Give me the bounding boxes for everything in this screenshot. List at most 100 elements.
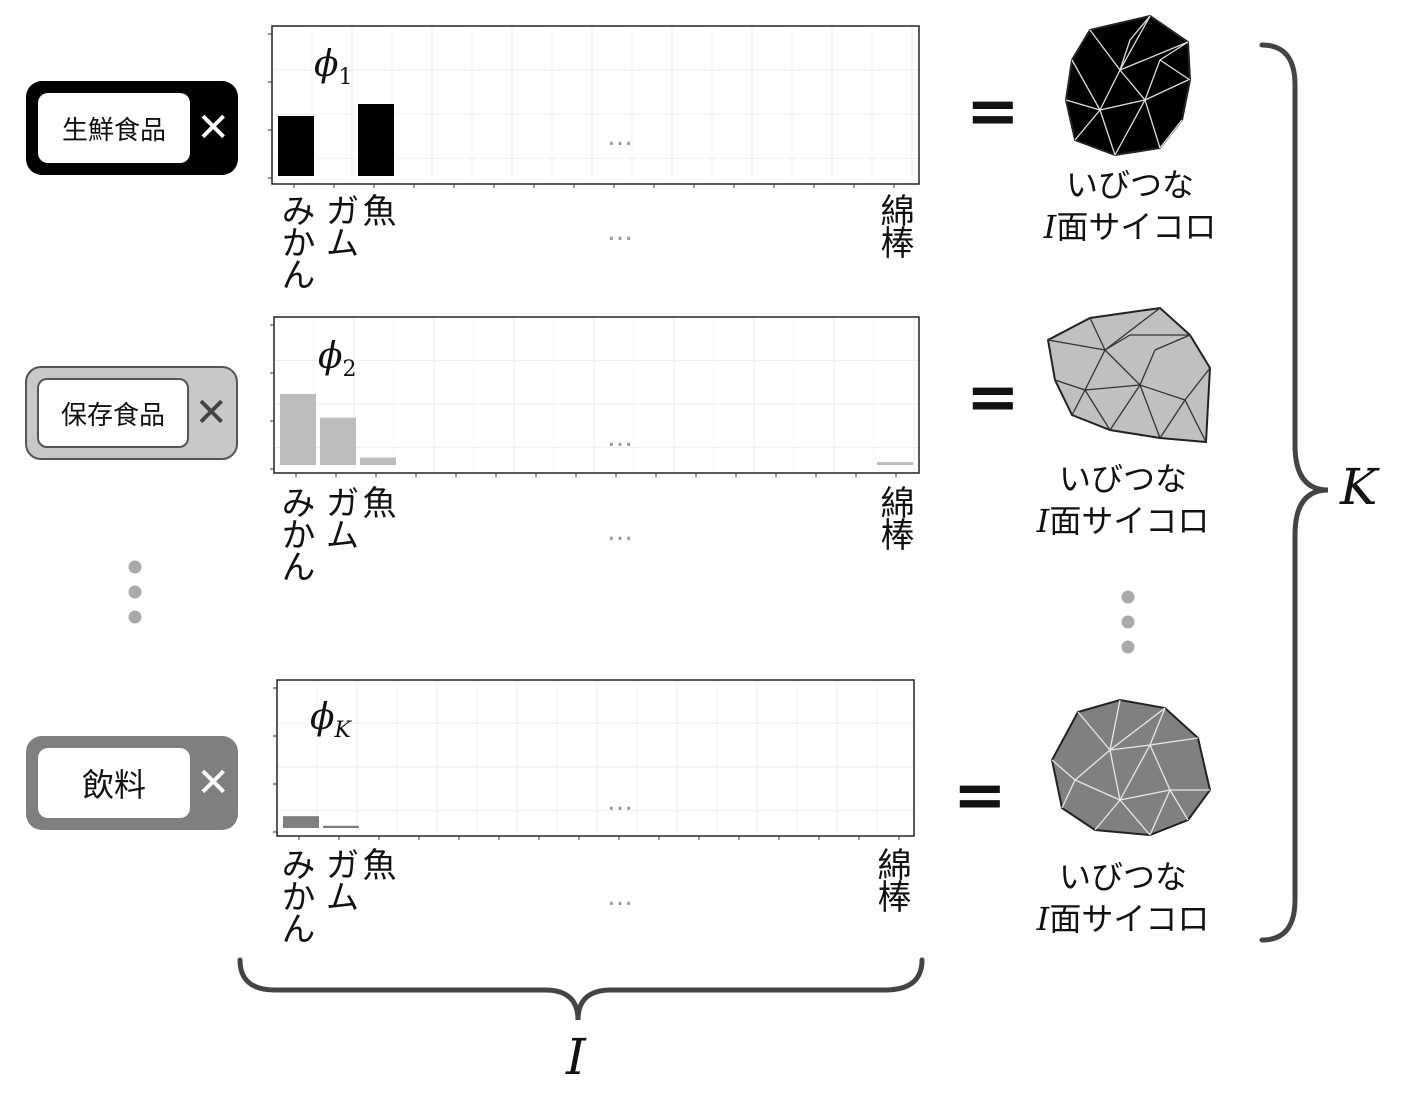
dice-shape-k	[1050, 698, 1212, 837]
dice-facet-edge	[1099, 99, 1146, 111]
dice-facet-edge	[1119, 39, 1131, 71]
item-label-mikan: みかん	[275, 847, 315, 943]
item-label-cotton-swab: 綿棒	[871, 847, 911, 911]
chart-ellipsis: …	[607, 122, 634, 152]
bar-みかん	[283, 816, 319, 828]
bar-ガム	[320, 417, 356, 465]
dice-facet-edge	[1154, 334, 1191, 351]
dice-facet-edge	[1119, 15, 1151, 71]
dice-facet-edge	[1071, 389, 1086, 416]
dice-facet-edge	[1104, 349, 1141, 386]
equals-sign: =	[966, 361, 1020, 435]
dice-facet-edge	[1159, 399, 1186, 439]
category-label-preserved: 保存食品	[37, 378, 189, 448]
dice-facet-edge	[1074, 749, 1111, 781]
phi-label-1: ϕ1	[314, 44, 353, 91]
item-label-mikan: みかん	[275, 193, 315, 289]
bar-綿棒	[877, 462, 913, 465]
dice-facet-edge	[1149, 737, 1199, 746]
dice-facet-edge	[1184, 367, 1211, 401]
dice-facet-edge	[1149, 707, 1166, 746]
dice-facet-edge	[1061, 779, 1076, 809]
item-label-fish: 魚	[356, 193, 396, 225]
item-label-gum: ガム	[319, 485, 359, 549]
dice-facet-edge	[1159, 119, 1183, 149]
dice-facet-edge	[1144, 59, 1161, 101]
dice-facet-edge	[1144, 79, 1189, 101]
multiply-icon: ✕	[194, 390, 228, 436]
dice-facet-edge	[1169, 789, 1189, 821]
dice-label-k: いびつな I面サイコロ	[1036, 858, 1210, 938]
dice-facet-edge	[1114, 99, 1146, 156]
dice-facet-edge	[1144, 99, 1161, 149]
dice-shape-2	[1046, 306, 1212, 444]
category-badge-drink: 飲料 ✕	[26, 736, 238, 830]
dice-facet-edge	[1051, 759, 1076, 781]
item-label-fish: 魚	[356, 847, 396, 879]
dice-facet-edge	[1109, 707, 1166, 751]
dice-facet-edge	[1084, 384, 1141, 391]
category-label-drink: 飲料	[38, 748, 190, 818]
chart-ellipsis: …	[607, 787, 634, 817]
brace-bottom	[237, 957, 925, 1021]
brace-label-i: I	[566, 1028, 586, 1086]
category-badge-preserved: 保存食品 ✕	[25, 366, 238, 460]
item-label-cotton-swab: 綿棒	[874, 485, 914, 549]
category-label-fresh: 生鮮食品	[38, 93, 190, 163]
item-label-fish: 魚	[356, 485, 396, 517]
chart-frame	[271, 25, 920, 185]
bar-魚	[358, 104, 394, 176]
ellipsis-dot	[128, 560, 142, 574]
dice-facet-edge	[1089, 317, 1106, 351]
dice-facet-edge	[1129, 15, 1151, 41]
dice-facet-edge	[1119, 799, 1151, 836]
bar-みかん	[278, 116, 314, 176]
dice-facet-edge	[1139, 384, 1161, 439]
multiply-icon: ✕	[196, 105, 230, 151]
phi-label-2: ϕ2	[318, 336, 357, 383]
dice-facet-edge	[1099, 69, 1121, 111]
dice-facet-edge	[1149, 789, 1171, 836]
item-label-mikan: みかん	[275, 485, 315, 581]
equals-sign: =	[966, 75, 1020, 149]
ellipsis-dot	[1121, 590, 1135, 604]
axis-ellipsis: …	[607, 882, 634, 912]
dice-facet-edge	[1074, 779, 1121, 801]
dice-facet-edge	[1109, 384, 1141, 431]
dice-facet-edge	[1139, 349, 1156, 386]
dice-facet-edge	[1089, 29, 1121, 71]
dice-label-1: いびつな I面サイコロ	[1043, 166, 1217, 246]
dice-facet-edge	[1159, 59, 1191, 81]
item-label-gum: ガム	[319, 847, 359, 911]
dice-facet-edge	[1109, 699, 1121, 751]
dice-facet-edge	[1104, 307, 1161, 351]
dice-facet-edge	[1071, 59, 1101, 111]
dice-facet-edge	[1119, 41, 1189, 71]
multiply-icon: ✕	[196, 760, 230, 806]
dice-facet-edge	[1119, 789, 1171, 801]
ellipsis-dot	[1121, 640, 1135, 654]
dice-facet-edge	[1084, 389, 1111, 431]
bar-みかん	[280, 393, 316, 465]
dice-facet-edge	[1109, 749, 1121, 801]
item-label-gum: ガム	[319, 193, 359, 257]
dice-facet-edge	[1104, 334, 1131, 351]
dice-label-2: いびつな I面サイコロ	[1036, 460, 1210, 540]
bar-魚	[360, 457, 396, 465]
dice-facet-edge	[1159, 41, 1189, 61]
dice-facet-edge	[1084, 349, 1106, 391]
dice-facet-edge	[1149, 744, 1171, 791]
dice-facet-edge	[1047, 339, 1106, 351]
dice-facet-edge	[1054, 379, 1086, 391]
phi-label-k: ϕK	[310, 697, 351, 744]
dice-facet-edge	[1094, 799, 1121, 831]
category-badge-fresh: 生鮮食品 ✕	[26, 81, 238, 175]
axis-ellipsis: …	[607, 217, 634, 247]
dice-facet-edge	[1119, 744, 1151, 801]
chart-ellipsis: …	[607, 423, 634, 453]
bar-ガム	[323, 825, 359, 828]
axis-ellipsis: …	[607, 517, 634, 547]
ellipsis-dot	[128, 585, 142, 599]
dice-facet-edge	[1077, 711, 1111, 751]
